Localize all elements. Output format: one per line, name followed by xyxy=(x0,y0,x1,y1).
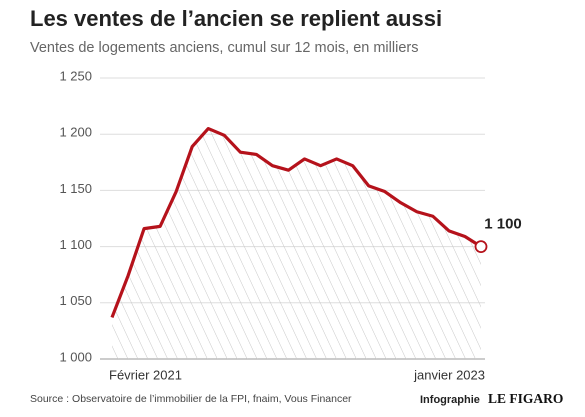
y-tick-label: 1 050 xyxy=(59,293,92,308)
area xyxy=(112,128,481,359)
y-tick-label: 1 100 xyxy=(59,237,92,252)
y-tick-label: 1 250 xyxy=(59,68,92,83)
y-tick-label: 1 000 xyxy=(59,349,92,364)
logo: LE FIGARO xyxy=(488,391,563,406)
credit: Infographie xyxy=(420,394,480,406)
x-tick-label: janvier 2023 xyxy=(413,367,485,382)
y-tick-label: 1 150 xyxy=(59,181,92,196)
chart-subtitle: Ventes de logements anciens, cumul sur 1… xyxy=(30,40,418,56)
end-point xyxy=(474,240,488,254)
x-tick-label: Février 2021 xyxy=(109,367,182,382)
y-tick-label: 1 200 xyxy=(59,125,92,140)
data-label: 1 100 xyxy=(484,216,522,233)
chart-title: Les ventes de l’ancien se replient aussi xyxy=(30,6,442,31)
source: Source : Observatoire de l’immobilier de… xyxy=(30,393,352,405)
line xyxy=(110,126,482,318)
